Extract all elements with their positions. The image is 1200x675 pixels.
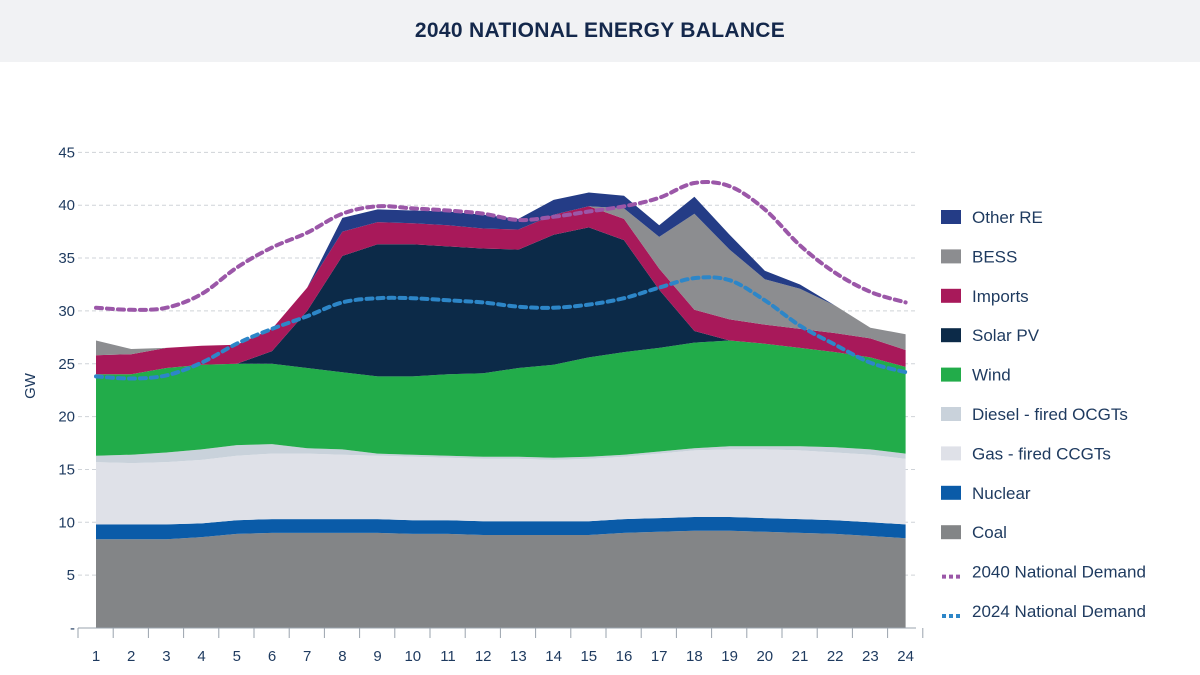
legend-label-bess: BESS	[972, 247, 1017, 266]
y-tick-label: 20	[58, 409, 75, 426]
x-tick-label: 1	[92, 648, 100, 665]
y-tick-label: 25	[58, 356, 75, 373]
x-tick-label: 2	[127, 648, 135, 665]
area-other-re	[96, 192, 906, 349]
x-tick-label: 22	[827, 648, 844, 665]
y-tick-label: 45	[58, 144, 75, 161]
x-tick-label: 12	[475, 648, 492, 665]
x-tick-label: 13	[510, 648, 527, 665]
x-tick-label: 19	[721, 648, 738, 665]
y-axis-label: GW	[22, 372, 39, 399]
x-tick-label: 21	[792, 648, 809, 665]
x-tick-label: 9	[373, 648, 381, 665]
legend-label-wind: Wind	[972, 366, 1011, 385]
x-tick-label: 5	[233, 648, 241, 665]
x-tick-label: 24	[897, 648, 914, 665]
area-wind	[96, 340, 906, 458]
x-tick-label: 6	[268, 648, 276, 665]
legend-swatch-bess	[941, 249, 961, 264]
legend-label-imports: Imports	[972, 287, 1029, 306]
x-tick-label: 10	[404, 648, 421, 665]
x-tick-label: 15	[580, 648, 597, 665]
legend-swatch-other-re	[941, 210, 961, 224]
legend-swatch-nuclear	[941, 485, 961, 500]
legend-swatch-solar-pv	[941, 328, 961, 343]
legend-swatch-gas-fired-ccgts	[941, 446, 961, 461]
chart-title-bar: 2040 NATIONAL ENERGY BALANCE	[0, 0, 1200, 62]
legend-label-diesel-fired-ocgts: Diesel - fired OCGTs	[972, 405, 1128, 424]
legend-label-2024-national-demand: 2024 National Demand	[972, 602, 1146, 621]
area-diesel-fired-ocgts	[96, 444, 906, 464]
legend-label-solar-pv: Solar PV	[972, 326, 1040, 345]
x-tick-label: 8	[338, 648, 346, 665]
legend-label-other-re: Other RE	[972, 208, 1043, 227]
x-tick-label: 14	[545, 648, 562, 665]
y-tick-label: 10	[58, 514, 75, 531]
y-tick-label: -	[70, 620, 75, 637]
x-tick-label: 20	[756, 648, 773, 665]
legend-swatch-coal	[941, 525, 961, 540]
x-tick-label: 3	[162, 648, 170, 665]
legend-swatch-diesel-fired-ocgts	[941, 407, 961, 421]
area-bess	[96, 206, 906, 356]
x-tick-label: 11	[440, 648, 456, 665]
legend-label-gas-fired-ccgts: Gas - fired CCGTs	[972, 444, 1111, 463]
legend-label-nuclear: Nuclear	[972, 484, 1031, 503]
x-tick-label: 23	[862, 648, 879, 665]
area-solar-pv	[96, 227, 906, 377]
line-2040-national-demand	[94, 180, 908, 312]
legend-swatch-wind	[941, 367, 961, 382]
y-tick-label: 5	[67, 567, 75, 584]
y-tick-label: 30	[58, 303, 75, 320]
area-nuclear	[96, 517, 906, 540]
y-tick-label: 35	[58, 250, 75, 267]
x-tick-label: 4	[197, 648, 205, 665]
line-2024-national-demand	[94, 275, 908, 381]
x-tick-label: 7	[303, 648, 311, 665]
x-tick-label: 17	[651, 648, 668, 665]
area-imports	[96, 206, 906, 375]
legend-label-coal: Coal	[972, 523, 1007, 542]
area-gas-fired-ccgts	[96, 449, 906, 525]
legend-swatch-imports	[941, 288, 961, 303]
area-coal	[96, 530, 906, 628]
x-tick-label: 16	[616, 648, 633, 665]
x-tick-label: 18	[686, 648, 703, 665]
y-tick-label: 40	[58, 197, 75, 214]
legend-label-2040-national-demand: 2040 National Demand	[972, 563, 1146, 582]
y-tick-label: 15	[58, 461, 75, 478]
chart-title: 2040 NATIONAL ENERGY BALANCE	[414, 19, 786, 42]
